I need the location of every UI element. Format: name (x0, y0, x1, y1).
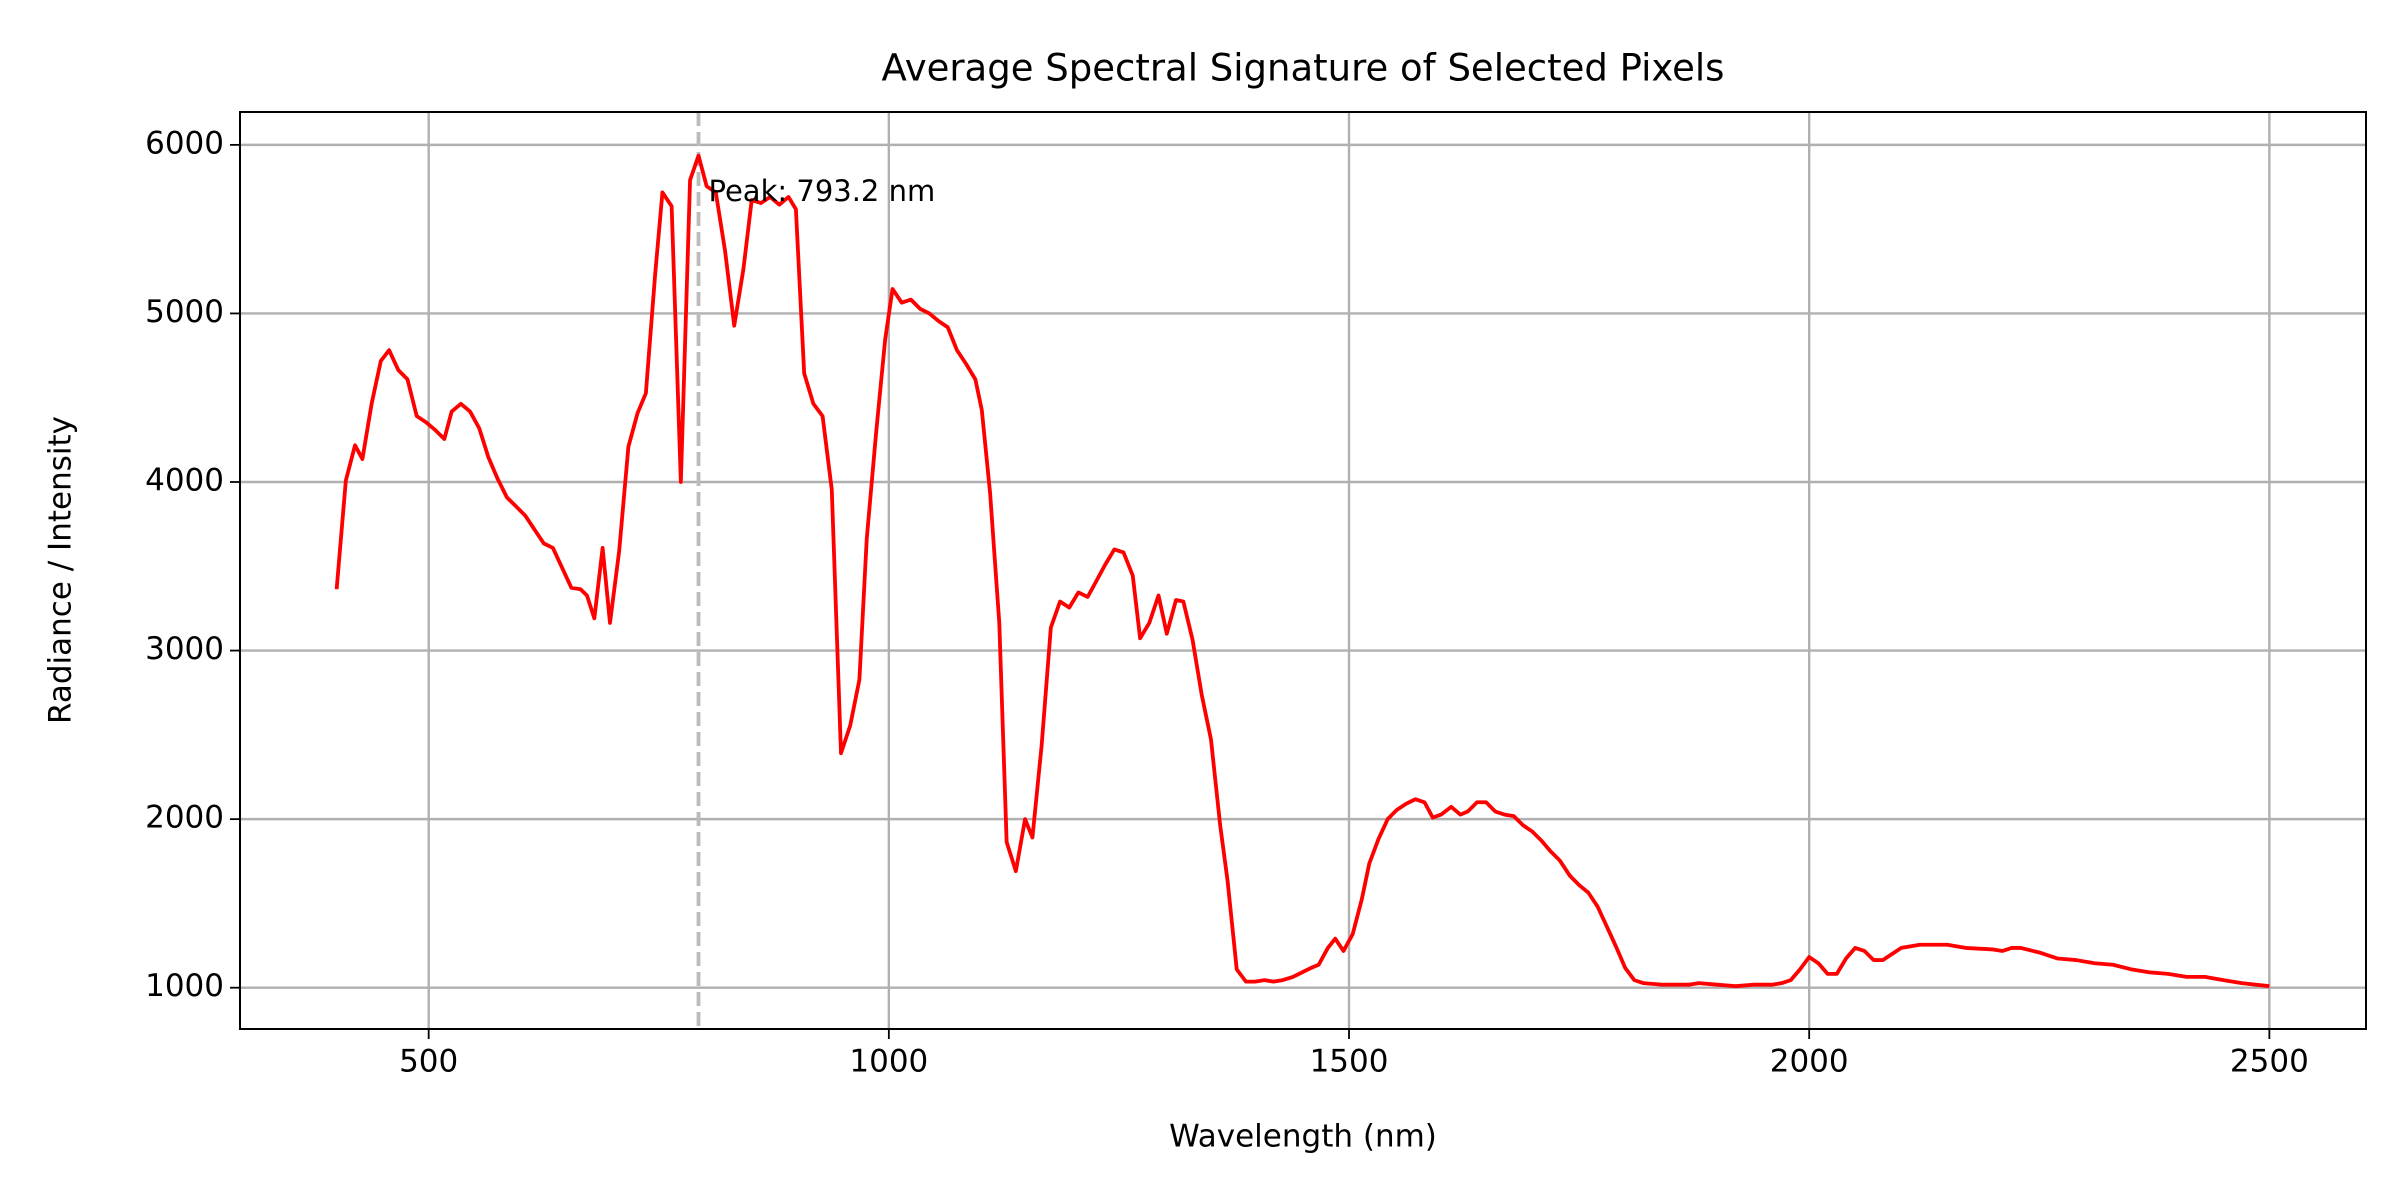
grid (240, 112, 2366, 1029)
peak-annotation: Peak: 793.2 nm (709, 174, 936, 208)
y-tick-label: 3000 (145, 631, 224, 667)
plot-frame (239, 111, 2367, 1030)
ticks: 500 1000 1500 2000 2500 1000 2000 3000 4000 5000 6… (145, 125, 2309, 1079)
y-tick-label: 4000 (145, 463, 224, 499)
x-tick-label: 1500 (1310, 1044, 1389, 1080)
y-tick-label: 6000 (145, 125, 224, 161)
y-tick-label: 2000 (145, 800, 224, 836)
spectrum-line (334, 153, 2270, 989)
y-axis-label: Radiance / Intensity (43, 416, 79, 724)
x-tick-label: 2500 (2230, 1044, 2309, 1080)
y-tick-label: 5000 (145, 294, 224, 330)
chart-title: Average Spectral Signature of Selected P… (882, 47, 1725, 90)
x-tick-label: 500 (399, 1044, 458, 1080)
x-tick-label: 1000 (849, 1044, 928, 1080)
x-axis-label: Wavelength (nm) (1169, 1119, 1437, 1155)
y-tick-label: 1000 (145, 968, 224, 1004)
x-tick-label: 2000 (1770, 1044, 1849, 1080)
